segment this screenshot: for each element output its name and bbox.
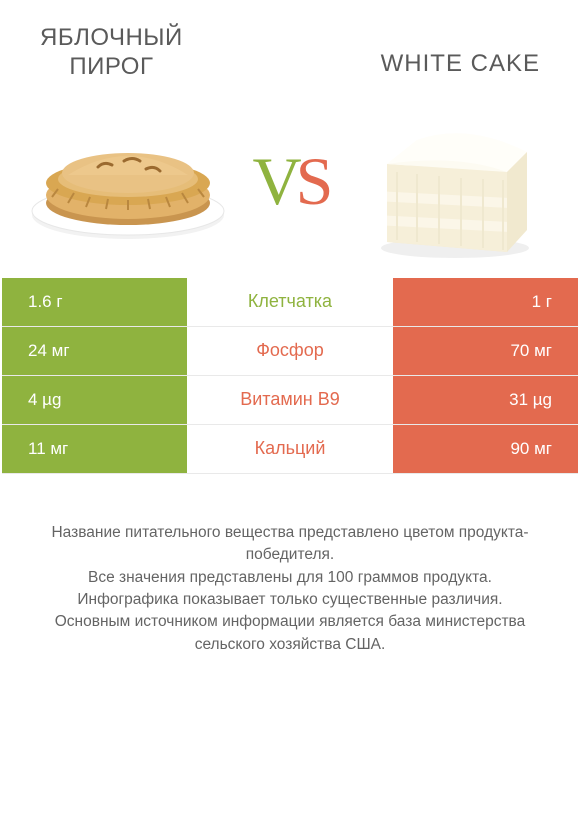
comparison-table: 1.6 г Клетчатка 1 г 24 мг Фосфор 70 мг 4… bbox=[0, 272, 580, 474]
vs-label: VS bbox=[253, 142, 328, 221]
vs-v: V bbox=[253, 143, 296, 219]
cell-mid: Кальций bbox=[187, 425, 393, 473]
vs-s: S bbox=[296, 143, 328, 219]
white-cake-image bbox=[352, 102, 552, 262]
footer-line: Название питательного вещества представл… bbox=[30, 522, 550, 567]
cell-mid: Клетчатка bbox=[187, 278, 393, 326]
cell-left: 1.6 г bbox=[2, 278, 187, 326]
header: ЯБЛОЧНЫЙ ПИРОГ WHITE CAKE bbox=[0, 0, 580, 82]
hero-row: VS bbox=[0, 82, 580, 272]
footer-line: Все значения представлены для 100 граммо… bbox=[30, 567, 550, 589]
cell-left: 24 мг bbox=[2, 327, 187, 375]
footer-line: Основным источником информации является … bbox=[30, 611, 550, 656]
cell-right: 31 µg bbox=[393, 376, 578, 424]
footer-notes: Название питательного вещества представл… bbox=[0, 474, 580, 657]
table-row: 4 µg Витамин B9 31 µg bbox=[2, 376, 578, 425]
apple-pie-image bbox=[28, 102, 228, 262]
table-row: 1.6 г Клетчатка 1 г bbox=[2, 278, 578, 327]
title-left: ЯБЛОЧНЫЙ ПИРОГ bbox=[40, 24, 183, 82]
table-row: 11 мг Кальций 90 мг bbox=[2, 425, 578, 474]
cell-left: 4 µg bbox=[2, 376, 187, 424]
cell-mid: Фосфор bbox=[187, 327, 393, 375]
cell-right: 90 мг bbox=[393, 425, 578, 473]
footer-line: Инфографика показывает только существенн… bbox=[30, 589, 550, 611]
cell-left: 11 мг bbox=[2, 425, 187, 473]
cell-right: 70 мг bbox=[393, 327, 578, 375]
title-right: WHITE CAKE bbox=[381, 50, 540, 78]
table-row: 24 мг Фосфор 70 мг bbox=[2, 327, 578, 376]
cell-mid: Витамин B9 bbox=[187, 376, 393, 424]
cell-right: 1 г bbox=[393, 278, 578, 326]
